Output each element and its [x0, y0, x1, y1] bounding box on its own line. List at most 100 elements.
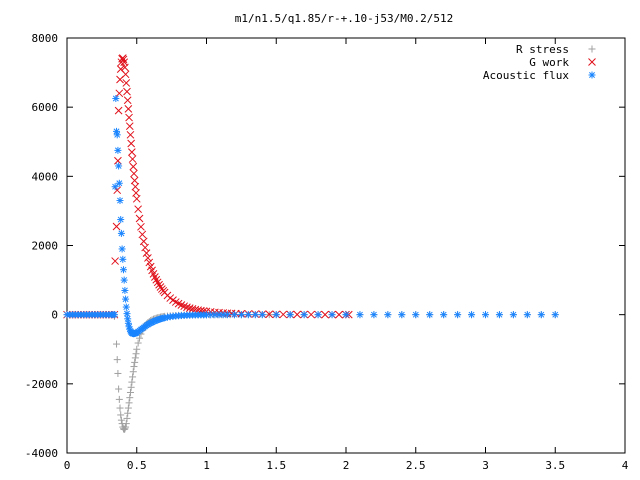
data-point — [125, 113, 133, 122]
data-point — [328, 311, 336, 319]
data-point — [124, 404, 132, 412]
data-point — [111, 183, 119, 191]
data-point — [112, 95, 120, 103]
data-point — [134, 339, 142, 347]
data-point — [307, 310, 315, 319]
x-tick-label: 0.5 — [127, 459, 147, 472]
data-point — [251, 311, 259, 319]
data-point — [126, 388, 134, 396]
data-point — [124, 105, 133, 113]
series-acoustic-flux — [63, 95, 559, 338]
y-tick-label: 0 — [51, 309, 58, 322]
data-point — [121, 425, 129, 433]
data-point — [131, 182, 140, 191]
x-tick-label: 1 — [203, 459, 210, 472]
data-point — [293, 310, 302, 319]
data-point — [141, 243, 149, 252]
x-tick-label: 2 — [343, 459, 350, 472]
data-point — [138, 230, 147, 239]
x-tick-label: 2.5 — [406, 459, 426, 472]
data-point — [115, 89, 124, 98]
y-tick-label: 6000 — [32, 101, 59, 114]
data-point — [185, 304, 194, 312]
data-point — [412, 311, 420, 319]
x-tick-label: 3 — [482, 459, 489, 472]
x-axis: 0 0.5 1 1.5 2 2.5 3 3.5 4 — [64, 38, 629, 472]
data-point — [120, 276, 128, 284]
data-point — [468, 311, 476, 319]
legend-label: R stress — [516, 43, 569, 56]
data-point — [145, 258, 154, 267]
data-point — [126, 394, 134, 402]
data-point — [132, 350, 140, 358]
data-point — [153, 278, 162, 287]
legend-label: Acoustic flux — [483, 69, 569, 82]
data-point — [119, 255, 127, 263]
data-point — [119, 266, 127, 274]
data-point — [133, 345, 141, 353]
data-point — [125, 122, 134, 131]
data-point — [114, 156, 122, 165]
plot-frame — [66, 37, 626, 454]
data-point — [126, 130, 135, 139]
data-point — [114, 106, 123, 115]
data-point — [115, 395, 123, 403]
data-point — [122, 79, 131, 87]
data-point — [342, 311, 350, 319]
data-point — [112, 222, 121, 231]
data-point — [356, 311, 364, 319]
data-point — [114, 146, 122, 154]
plot-area — [63, 54, 559, 433]
data-point — [398, 311, 406, 319]
data-point — [370, 311, 378, 319]
legend-marker — [588, 58, 596, 66]
data-point — [551, 311, 559, 319]
legend-marker — [588, 71, 596, 79]
data-point — [130, 363, 138, 371]
data-point — [119, 55, 128, 64]
legend-label: G work — [529, 56, 569, 69]
data-point — [127, 139, 136, 148]
y-tick-label: -2000 — [25, 378, 58, 391]
x-tick-label: 4 — [622, 459, 629, 472]
y-tick-label: -4000 — [25, 447, 58, 460]
data-point — [123, 414, 131, 422]
data-point — [129, 373, 137, 381]
data-point — [115, 385, 123, 393]
data-point — [272, 311, 280, 319]
data-point — [110, 311, 118, 319]
data-point — [116, 404, 124, 412]
data-point — [132, 194, 141, 203]
data-point — [136, 334, 144, 342]
data-point — [509, 311, 517, 319]
data-point — [114, 369, 122, 377]
data-point — [144, 254, 152, 262]
data-point — [121, 286, 129, 294]
x-tick-label: 3.5 — [545, 459, 565, 472]
data-point — [454, 311, 462, 319]
data-point — [314, 311, 322, 319]
data-point — [244, 311, 252, 319]
data-point — [117, 416, 125, 424]
data-point — [116, 197, 124, 205]
data-point — [124, 409, 132, 417]
data-point — [223, 311, 231, 319]
data-point — [482, 311, 489, 319]
data-point — [523, 311, 531, 319]
data-point — [135, 214, 144, 223]
data-point — [321, 310, 329, 319]
y-tick-label: 4000 — [32, 170, 59, 183]
data-point — [129, 162, 138, 171]
data-point — [131, 358, 139, 366]
data-point — [237, 311, 245, 319]
data-point — [111, 257, 119, 265]
data-point — [384, 311, 392, 319]
data-point — [286, 311, 294, 319]
data-point — [537, 311, 545, 319]
data-point — [123, 310, 131, 318]
data-point — [300, 311, 308, 319]
data-point — [142, 249, 151, 257]
data-point — [123, 96, 132, 105]
